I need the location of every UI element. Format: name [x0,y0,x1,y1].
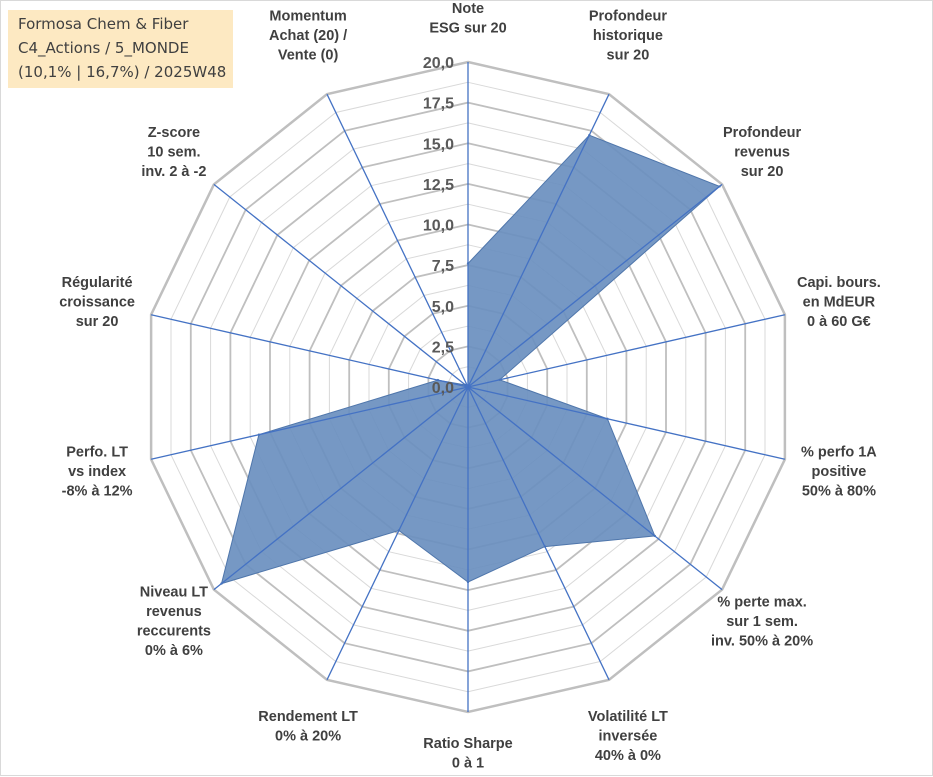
axis-label-13: Momentum Achat (20) / Vente (0) [269,9,347,64]
axis-label-4: % perfo 1A positive 50% à 80% [801,444,877,499]
axis-label-line: revenus [146,604,202,620]
axis-spoke [213,386,469,591]
axis-label-5: % perte max. sur 1 sem. inv. 50% à 20% [711,594,813,649]
axis-spoke [150,386,469,460]
axis-label-line: 0% à 20% [275,729,341,745]
axis-label-line: Profondeur [723,125,801,141]
axis-label-8: Rendement LT 0% à 20% [258,709,358,745]
category-text: C4_Actions / 5_MONDE [18,39,189,57]
axis-label-0: Note ESG sur 20 [429,1,506,37]
radar-tick-labels: 0,0 2,5 5,0 7,5 10,0 12,5 15,0 17,5 20,0 [423,55,454,397]
axis-label-line: 40% à 0% [595,748,661,764]
axis-label-line: sur 20 [741,164,784,180]
axis-spoke [467,93,610,388]
tick-label: 0,0 [432,380,454,397]
axis-label-line: sur 1 sem. [726,614,798,630]
axis-label-line: positive [812,464,867,480]
axis-label-10: Perfo. LT vs index -8% à 12% [62,444,133,499]
axis-label-line: 0% à 6% [145,643,203,659]
series-area [220,134,721,585]
axis-label-7: Ratio Sharpe 0 à 1 [423,736,512,772]
info-box: Formosa Chem & Fiber C4_Actions / 5_MOND… [8,10,233,88]
axis-label-line: % perte max. [717,594,806,610]
axis-label-line: Z-score [148,125,200,141]
tick-label: 10,0 [423,218,454,235]
axis-label-line: ESG sur 20 [429,21,506,37]
axis-label-line: vs index [68,464,126,480]
axis-label-line: revenus [734,145,790,161]
axis-label-line: inv. 50% à 20% [711,633,813,649]
axis-label-line: 10 sem. [147,145,200,161]
axis-spoke [326,93,469,388]
axis-label-9: Niveau LT revenus reccurents 0% à 6% [137,585,211,660]
axis-label-line: 0 à 60 G€ [807,314,871,330]
axis-spoke [467,183,723,388]
axis-label-line: en MdEUR [803,295,876,311]
axis-spoke [326,386,469,681]
axis-label-line: croissance [59,295,135,311]
tick-label: 2,5 [432,339,454,356]
period-text: (10,1% | 16,7%) / 2025W48 [18,63,227,81]
axis-spoke [467,314,786,388]
axis-label-line: Vente (0) [278,48,339,64]
axis-label-line: Rendement LT [258,709,358,725]
axis-label-line: -8% à 12% [62,483,133,499]
axis-spoke [467,386,786,460]
axis-spoke [150,314,469,388]
axis-label-line: reccurents [137,624,211,640]
axis-label-11: Régularité croissance sur 20 [59,275,135,330]
tick-label: 15,0 [423,136,454,153]
tick-label: 12,5 [423,177,454,194]
axis-label-1: Profondeur historique sur 20 [589,9,667,64]
axis-label-6: Volatilité LT inversée 40% à 0% [588,709,668,764]
radar-spokes [150,62,786,712]
axis-spoke [467,386,723,591]
axis-label-line: Achat (20) / [269,28,347,44]
axis-label-line: Capi. bours. [797,275,881,291]
axis-label-3: Capi. bours. en MdEUR 0 à 60 G€ [797,275,881,330]
axis-label-line: inversée [598,729,657,745]
axis-label-2: Profondeur revenus sur 20 [723,125,801,180]
axis-label-line: Momentum [269,9,346,25]
tick-label: 20,0 [423,55,454,72]
axis-label-line: inv. 2 à -2 [141,164,206,180]
axis-label-line: Volatilité LT [588,709,668,725]
axis-label-line: sur 20 [76,314,119,330]
axis-label-12: Z-score 10 sem. inv. 2 à -2 [141,125,206,180]
axis-label-line: 0 à 1 [452,756,484,772]
axis-label-line: % perfo 1A [801,444,877,460]
axis-label-line: sur 20 [607,48,650,64]
tick-label: 7,5 [432,258,454,275]
axis-label-line: Perfo. LT [66,444,128,460]
axis-label-line: Profondeur [589,9,667,25]
tick-label: 5,0 [432,299,454,316]
company-name: Formosa Chem & Fiber [18,15,189,33]
axis-label-line: 50% à 80% [802,483,876,499]
axis-spoke [467,386,610,681]
axis-label-line: Ratio Sharpe [423,736,512,752]
tick-label: 17,5 [423,96,454,113]
axis-label-line: Note [452,1,484,17]
axis-spoke [213,183,469,388]
radar-axis-labels: Note ESG sur 20 Profondeur historique sur 20… [59,1,881,772]
axis-label-line: historique [593,28,663,44]
axis-label-line: Niveau LT [140,585,208,601]
axis-label-line: Régularité [62,275,133,291]
